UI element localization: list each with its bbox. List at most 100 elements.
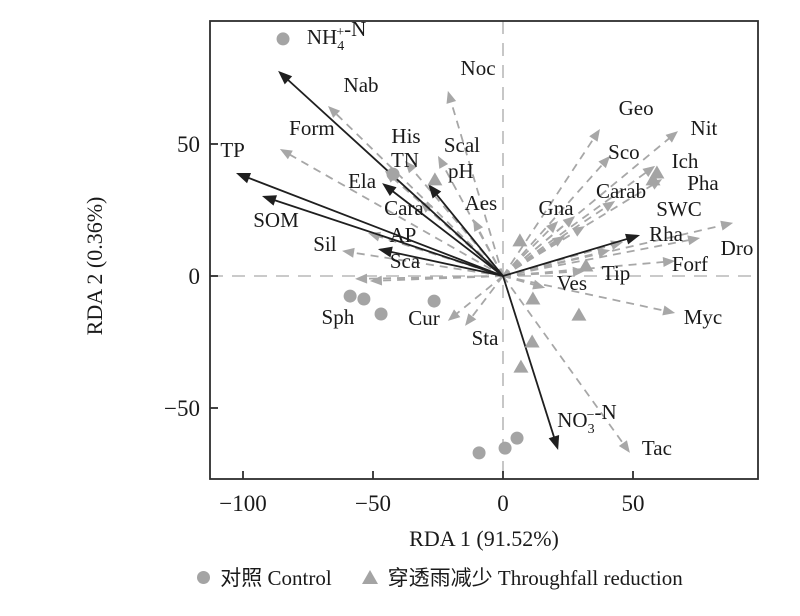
species-arrow-unlabeled-30-head	[552, 235, 565, 247]
treatment-point	[578, 258, 594, 272]
y-tick-label: −50	[164, 396, 200, 421]
treatment-triangle-marker-icon	[361, 570, 378, 584]
species-arrow-Sil	[349, 251, 504, 277]
control-point	[343, 289, 357, 303]
y-tick-label: 0	[189, 264, 201, 289]
treatment-point	[525, 291, 541, 305]
species-label-Dro: Dro	[721, 236, 754, 260]
species-arrow-Ich	[502, 169, 650, 277]
species-arrow-Tip-head	[572, 266, 585, 277]
species-label-Forf: Forf	[672, 252, 708, 276]
legend: 对照 Control 穿透雨减少 Throughfall reduction	[40, 557, 800, 597]
species-arrow-Sil-head	[342, 247, 355, 258]
species-label-Sta: Sta	[472, 326, 500, 350]
treatment-point	[427, 172, 443, 186]
species-arrow-Form-head	[279, 149, 293, 160]
treatment-point	[512, 233, 528, 247]
env-arrow-NO3-N-head	[548, 434, 560, 450]
y-tick-label: 50	[177, 132, 200, 157]
species-label-His: His	[391, 124, 420, 148]
species-label-Nit: Nit	[691, 116, 718, 140]
species-label-Myc: Myc	[684, 305, 723, 329]
env-arrow-NH4-N-head	[278, 70, 293, 85]
control-point	[276, 32, 290, 46]
env-arrow-SWC-head	[625, 233, 641, 245]
control-point	[498, 441, 512, 455]
species-label-Rha: Rha	[649, 222, 684, 246]
control-point	[427, 294, 441, 308]
species-arrow-Geo-head	[589, 128, 600, 142]
species-label-Gna: Gna	[539, 196, 575, 220]
species-arrow-Sph	[362, 275, 504, 280]
plot-border	[209, 20, 759, 480]
species-label-Aes: Aes	[465, 191, 498, 215]
species-arrow-Nab-head	[328, 105, 341, 118]
treatment-point	[571, 307, 587, 321]
species-label-Sph: Sph	[322, 305, 355, 329]
legend-item-throughfall-reduction: 穿透雨减少 Throughfall reduction	[361, 562, 683, 592]
species-label-Pha: Pha	[687, 171, 719, 195]
species-arrow-unlabeled-27-head	[369, 275, 383, 286]
species-arrow-Tac	[502, 275, 627, 448]
legend-item-control: 对照 Control	[197, 562, 332, 592]
env-label-NO3-N: NO3−-N	[557, 400, 616, 437]
legend-control-label: 对照 Control	[220, 566, 332, 590]
env-arrow-pH	[433, 190, 504, 277]
env-label-SWC: SWC	[656, 197, 702, 221]
species-arrow-His	[409, 166, 504, 277]
species-label-Sil: Sil	[313, 232, 337, 256]
species-arrow-Sco	[502, 161, 606, 277]
species-arrow-unlabeled-28	[502, 220, 570, 277]
species-arrow-Dro	[502, 223, 726, 277]
species-arrow-Noc-head	[446, 90, 457, 104]
species-arrow-Rha-head	[687, 235, 701, 246]
env-arrow-TP	[244, 175, 504, 277]
control-point	[357, 292, 371, 306]
species-arrow-Sph-head	[355, 273, 368, 284]
species-label-Cara: Cara	[384, 196, 424, 220]
x-tick-label: 0	[497, 491, 509, 516]
species-arrow-Ich-head	[642, 165, 656, 177]
env-arrow-TN	[388, 187, 504, 277]
species-arrow-Aes	[475, 225, 504, 277]
species-label-Nab: Nab	[344, 73, 379, 97]
control-point	[386, 167, 400, 181]
x-tick-label: 50	[622, 491, 645, 516]
rda-biplot-figure: Nab Form Noc Scal His Ela Cara Aes Sil Sca Sph Cur S…	[40, 16, 800, 600]
env-label-AP: AP	[389, 223, 416, 247]
species-arrow-Scal-head	[438, 155, 449, 169]
species-label-Cur: Cur	[408, 306, 440, 330]
species-arrow-Noc	[449, 98, 504, 277]
rda-biplot-canvas: Nab Form Noc Scal His Ela Cara Aes Sil Sca Sph Cur S…	[82, 17, 759, 551]
env-arrow-SWC	[502, 236, 632, 277]
species-arrow-Aes-head	[473, 218, 484, 232]
species-arrow-Nit	[502, 135, 673, 277]
env-label-TP: TP	[220, 138, 245, 162]
treatment-point	[513, 359, 529, 373]
species-arrow-Carab-head	[602, 201, 616, 212]
y-axis-title: RDA 2 (0.36%)	[82, 197, 107, 336]
species-arrow-Nab	[332, 110, 504, 277]
treatment-point	[645, 172, 661, 186]
legend-treatment-label: 穿透雨减少 Throughfall reduction	[387, 566, 683, 590]
species-arrow-unlabeled-27	[377, 275, 504, 282]
species-label-Ves: Ves	[557, 271, 587, 295]
species-arrow-unlabeled-28-head	[562, 216, 576, 228]
treatment-point	[524, 334, 540, 348]
species-label-Form: Form	[289, 116, 335, 140]
species-arrow-unlabeled-29-head	[572, 226, 585, 237]
control-point	[374, 307, 388, 321]
species-arrow-Sco-head	[598, 155, 611, 169]
species-arrow-Rha	[502, 238, 693, 277]
species-label-Sca: Sca	[390, 249, 421, 273]
species-arrow-Tip	[502, 270, 578, 277]
species-label-Ich: Ich	[672, 149, 699, 173]
species-arrow-Cur-head	[465, 313, 477, 326]
x-tick-label: −50	[355, 491, 391, 516]
control-point	[472, 446, 486, 460]
species-arrow-Dro-head	[720, 220, 734, 231]
species-arrow-His-head	[404, 160, 417, 174]
env-arrow-TN-head	[382, 183, 397, 196]
species-arrow-Geo	[502, 134, 597, 277]
species-arrow-unlabeled-30	[502, 239, 559, 277]
